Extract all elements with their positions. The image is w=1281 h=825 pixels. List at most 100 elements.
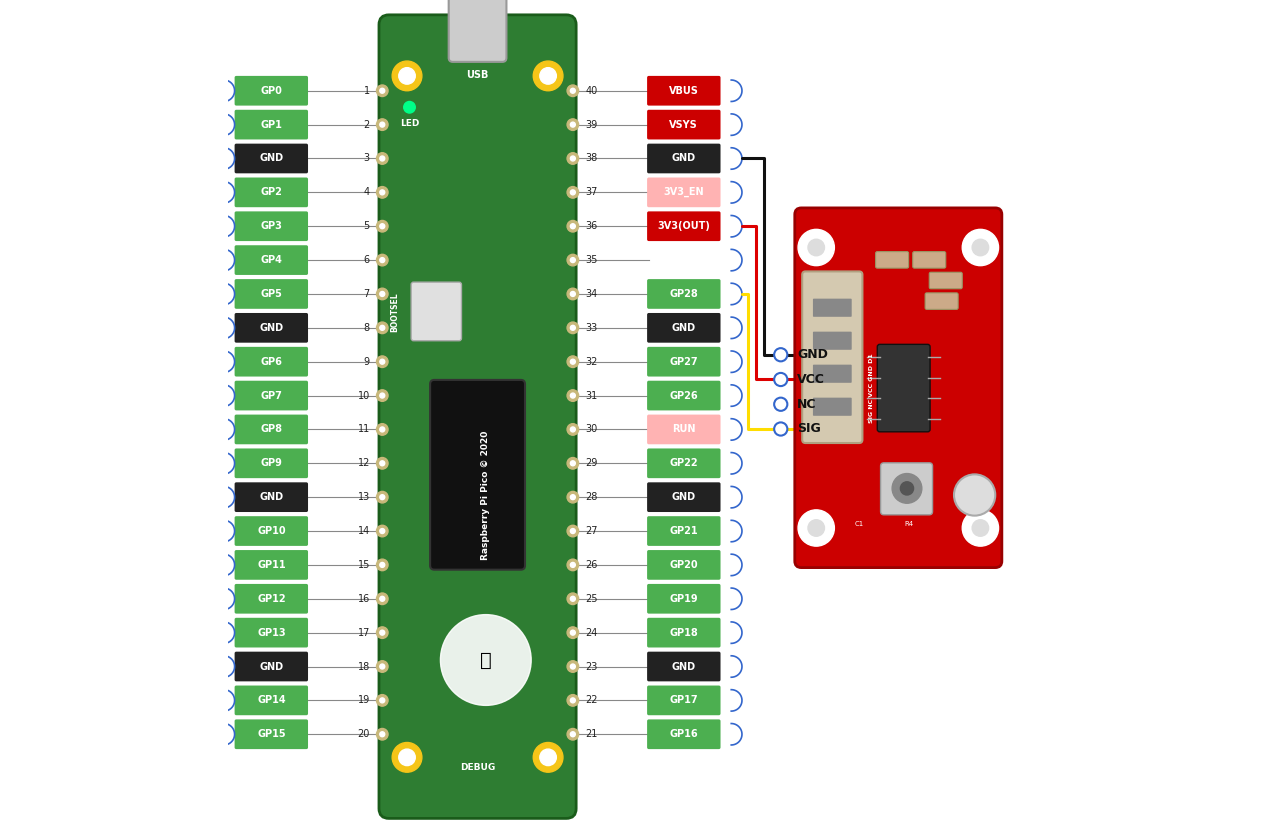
Text: GP12: GP12 <box>257 594 286 604</box>
Text: GP3: GP3 <box>260 221 282 231</box>
Circle shape <box>377 389 388 401</box>
FancyBboxPatch shape <box>411 282 461 341</box>
FancyBboxPatch shape <box>647 449 720 478</box>
Text: GND: GND <box>259 493 283 502</box>
Circle shape <box>398 68 415 84</box>
Text: 10: 10 <box>357 390 370 401</box>
FancyBboxPatch shape <box>647 313 720 342</box>
Circle shape <box>379 732 384 737</box>
Text: GND: GND <box>259 323 283 332</box>
Circle shape <box>570 596 575 601</box>
FancyBboxPatch shape <box>234 313 307 342</box>
Circle shape <box>808 239 825 256</box>
Circle shape <box>377 254 388 266</box>
Text: 18: 18 <box>357 662 370 672</box>
Text: BOOTSEL: BOOTSEL <box>391 292 400 332</box>
Circle shape <box>379 563 384 568</box>
Text: 26: 26 <box>585 560 598 570</box>
Text: 20: 20 <box>357 729 370 739</box>
Circle shape <box>377 220 388 232</box>
Circle shape <box>808 520 825 536</box>
Circle shape <box>567 424 579 436</box>
FancyBboxPatch shape <box>234 652 307 681</box>
Text: GP2: GP2 <box>260 187 282 197</box>
Circle shape <box>567 389 579 401</box>
FancyBboxPatch shape <box>379 15 576 818</box>
FancyBboxPatch shape <box>234 449 307 478</box>
FancyBboxPatch shape <box>647 144 720 173</box>
Text: 39: 39 <box>585 120 597 130</box>
Text: GP14: GP14 <box>257 695 286 705</box>
Circle shape <box>441 615 532 705</box>
FancyBboxPatch shape <box>430 380 525 569</box>
FancyBboxPatch shape <box>234 415 307 445</box>
Text: GND: GND <box>259 153 283 163</box>
Text: VCC: VCC <box>797 373 825 386</box>
Circle shape <box>570 529 575 534</box>
Text: 7: 7 <box>364 289 370 299</box>
Circle shape <box>377 119 388 130</box>
Text: 40: 40 <box>585 86 597 96</box>
Text: GP16: GP16 <box>670 729 698 739</box>
FancyBboxPatch shape <box>794 208 1002 568</box>
Text: GND: GND <box>671 153 696 163</box>
Circle shape <box>567 254 579 266</box>
Circle shape <box>398 749 415 766</box>
Text: 3V3(OUT): 3V3(OUT) <box>657 221 710 231</box>
Text: 36: 36 <box>585 221 597 231</box>
Text: 9: 9 <box>364 356 370 366</box>
Text: GP22: GP22 <box>670 459 698 469</box>
Text: 11: 11 <box>357 424 370 435</box>
Text: 2: 2 <box>364 120 370 130</box>
Text: GND: GND <box>671 323 696 332</box>
FancyBboxPatch shape <box>234 211 307 241</box>
Text: R4: R4 <box>904 521 913 527</box>
Circle shape <box>377 356 388 367</box>
FancyBboxPatch shape <box>234 686 307 715</box>
Circle shape <box>377 526 388 537</box>
Text: 31: 31 <box>585 390 597 401</box>
Circle shape <box>567 322 579 333</box>
Circle shape <box>379 156 384 161</box>
Circle shape <box>962 229 999 266</box>
Text: 15: 15 <box>357 560 370 570</box>
Text: 29: 29 <box>585 459 598 469</box>
Circle shape <box>567 559 579 571</box>
Circle shape <box>567 153 579 164</box>
Circle shape <box>567 695 579 706</box>
FancyBboxPatch shape <box>802 271 862 443</box>
Circle shape <box>570 122 575 127</box>
Circle shape <box>379 427 384 432</box>
FancyBboxPatch shape <box>647 584 720 614</box>
Circle shape <box>379 529 384 534</box>
Circle shape <box>774 422 788 436</box>
Circle shape <box>570 190 575 195</box>
Text: 17: 17 <box>357 628 370 638</box>
Text: GP18: GP18 <box>670 628 698 638</box>
Text: GND: GND <box>671 662 696 672</box>
Circle shape <box>377 593 388 605</box>
Circle shape <box>533 742 562 772</box>
Circle shape <box>567 458 579 469</box>
Circle shape <box>567 85 579 97</box>
FancyBboxPatch shape <box>647 550 720 580</box>
Circle shape <box>379 393 384 398</box>
Text: GP13: GP13 <box>257 628 286 638</box>
Circle shape <box>798 510 834 546</box>
Text: 35: 35 <box>585 255 598 265</box>
Circle shape <box>567 627 579 639</box>
Circle shape <box>379 495 384 500</box>
Circle shape <box>567 492 579 503</box>
Text: GP8: GP8 <box>260 424 282 435</box>
Circle shape <box>379 190 384 195</box>
FancyBboxPatch shape <box>647 719 720 749</box>
FancyBboxPatch shape <box>813 398 852 416</box>
Circle shape <box>892 474 922 503</box>
Circle shape <box>570 698 575 703</box>
Text: LED: LED <box>400 120 419 128</box>
FancyBboxPatch shape <box>234 550 307 580</box>
Text: 16: 16 <box>357 594 370 604</box>
Text: GP4: GP4 <box>260 255 282 265</box>
FancyBboxPatch shape <box>647 516 720 546</box>
FancyBboxPatch shape <box>234 279 307 309</box>
